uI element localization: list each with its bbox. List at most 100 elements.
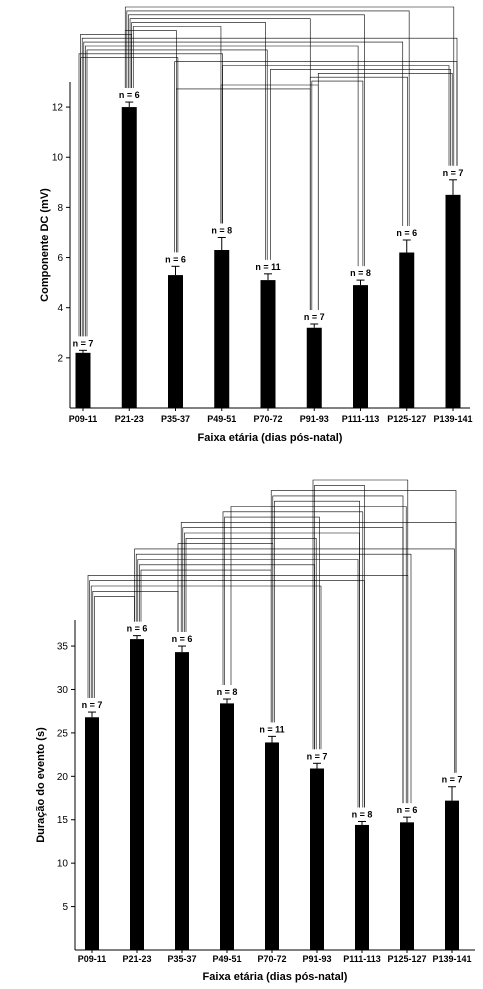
x-tick-label: P139-141 — [433, 414, 472, 424]
significance-bracket — [224, 516, 320, 750]
n-label: n = 7 — [442, 775, 463, 785]
significance-bracket — [176, 88, 311, 310]
significance-bracket — [230, 506, 407, 804]
bar — [353, 285, 368, 408]
n-label: n = 6 — [165, 254, 186, 264]
n-label: n = 6 — [119, 90, 140, 100]
y-tick-label: 35 — [57, 642, 69, 653]
significance-bracket — [86, 49, 268, 337]
bar — [260, 280, 276, 408]
significance-bracket — [135, 553, 412, 804]
significance-bracket — [128, 14, 365, 267]
significance-bracket — [87, 575, 409, 804]
significance-bracket — [140, 569, 272, 723]
n-label: n = 7 — [443, 168, 464, 178]
y-tick-label: 8 — [57, 203, 63, 214]
bar — [175, 652, 189, 950]
significance-bracket — [80, 57, 179, 337]
x-tick-label: P49-51 — [212, 954, 241, 964]
significance-bracket — [311, 80, 364, 310]
y-axis-title: Duração do evento (s) — [35, 727, 47, 843]
x-tick-label: P125-127 — [387, 414, 426, 424]
y-tick-label: 4 — [57, 303, 63, 314]
x-tick-label: P91-93 — [302, 954, 331, 964]
x-tick-label: P35-37 — [161, 414, 190, 424]
n-label: n = 6 — [172, 634, 193, 644]
y-tick-label: 30 — [57, 685, 69, 696]
significance-bracket — [222, 65, 450, 224]
significance-bracket — [174, 61, 458, 253]
y-tick-label: 5 — [62, 902, 68, 913]
significance-bracket — [222, 511, 364, 808]
y-tick-label: 10 — [52, 153, 64, 164]
significance-bracket — [134, 548, 455, 773]
bar — [445, 800, 459, 950]
significance-bracket — [137, 559, 359, 808]
significance-bracket — [185, 537, 317, 750]
x-tick-label: P70-72 — [253, 414, 282, 424]
x-tick-label: P111-113 — [343, 954, 381, 964]
y-tick-label: 10 — [57, 859, 69, 870]
n-label: n = 7 — [304, 312, 325, 322]
x-tick-label: P70-72 — [257, 954, 286, 964]
significance-bracket — [131, 22, 266, 260]
bar — [130, 639, 144, 950]
n-label: n = 7 — [307, 751, 328, 761]
significance-bracket — [184, 532, 360, 808]
n-label: n = 11 — [255, 262, 280, 272]
significance-bracket — [94, 596, 135, 699]
significance-bracket — [177, 543, 274, 723]
significance-bracket — [85, 45, 359, 337]
bar — [265, 742, 279, 950]
significance-bracket — [220, 84, 319, 310]
bar — [306, 327, 322, 408]
x-tick-label: P49-51 — [207, 414, 236, 424]
significance-bracket — [274, 500, 360, 808]
n-label: n = 6 — [127, 624, 148, 634]
x-tick-label: P111-113 — [342, 414, 380, 424]
x-tick-label: P09-11 — [78, 954, 107, 964]
y-tick-label: 25 — [57, 728, 69, 739]
n-label: n = 6 — [397, 805, 418, 815]
y-tick-label: 6 — [57, 253, 63, 264]
significance-bracket — [132, 26, 222, 224]
bar — [355, 824, 369, 950]
n-label: n = 7 — [82, 700, 103, 710]
bar — [85, 717, 99, 950]
bar — [168, 275, 183, 408]
y-tick-label: 15 — [57, 815, 69, 826]
bar — [220, 703, 234, 950]
n-label: n = 6 — [396, 228, 417, 238]
significance-bracket — [89, 580, 365, 808]
x-tick-label: P91-93 — [300, 414, 329, 424]
significance-bracket — [83, 41, 404, 337]
n-label: n = 8 — [217, 687, 238, 697]
bar — [75, 352, 91, 408]
significance-bracket — [180, 522, 457, 773]
bar — [399, 252, 415, 408]
x-tick-label: P139-141 — [432, 954, 471, 964]
bar — [310, 768, 324, 950]
y-axis-title: Componente DC (mV) — [39, 188, 51, 302]
significance-bracket — [317, 73, 453, 310]
chart-panel-1: 2 4 6 8 10 12 n = 7 P09-11 n = 6 P21-23 n = 6 P35-3… — [39, 6, 473, 444]
x-tick-label: P21-23 — [122, 954, 151, 964]
x-axis-title: Faixa etária (dias pós-natal) — [203, 971, 348, 983]
bar — [445, 194, 461, 408]
significance-bracket — [78, 53, 223, 337]
bar — [121, 107, 137, 409]
significance-bracket — [126, 10, 410, 226]
significance-bracket — [182, 527, 404, 804]
x-tick-label: P35-37 — [167, 954, 196, 964]
x-tick-label: P09-11 — [69, 414, 98, 424]
x-axis-title: Faixa etária (dias pós-natal) — [198, 432, 343, 444]
n-label: n = 8 — [211, 225, 232, 235]
significance-bracket — [270, 69, 451, 260]
y-tick-label: 12 — [52, 103, 64, 114]
significance-bracket — [92, 590, 179, 699]
bar — [400, 822, 414, 950]
chart-panel-2: 5 10 15 20 25 30 35 n = 7 P09-11 n = 6 P21-23 n = 6… — [35, 479, 475, 983]
n-label: n = 11 — [259, 724, 284, 734]
x-tick-label: P21-23 — [115, 414, 144, 424]
